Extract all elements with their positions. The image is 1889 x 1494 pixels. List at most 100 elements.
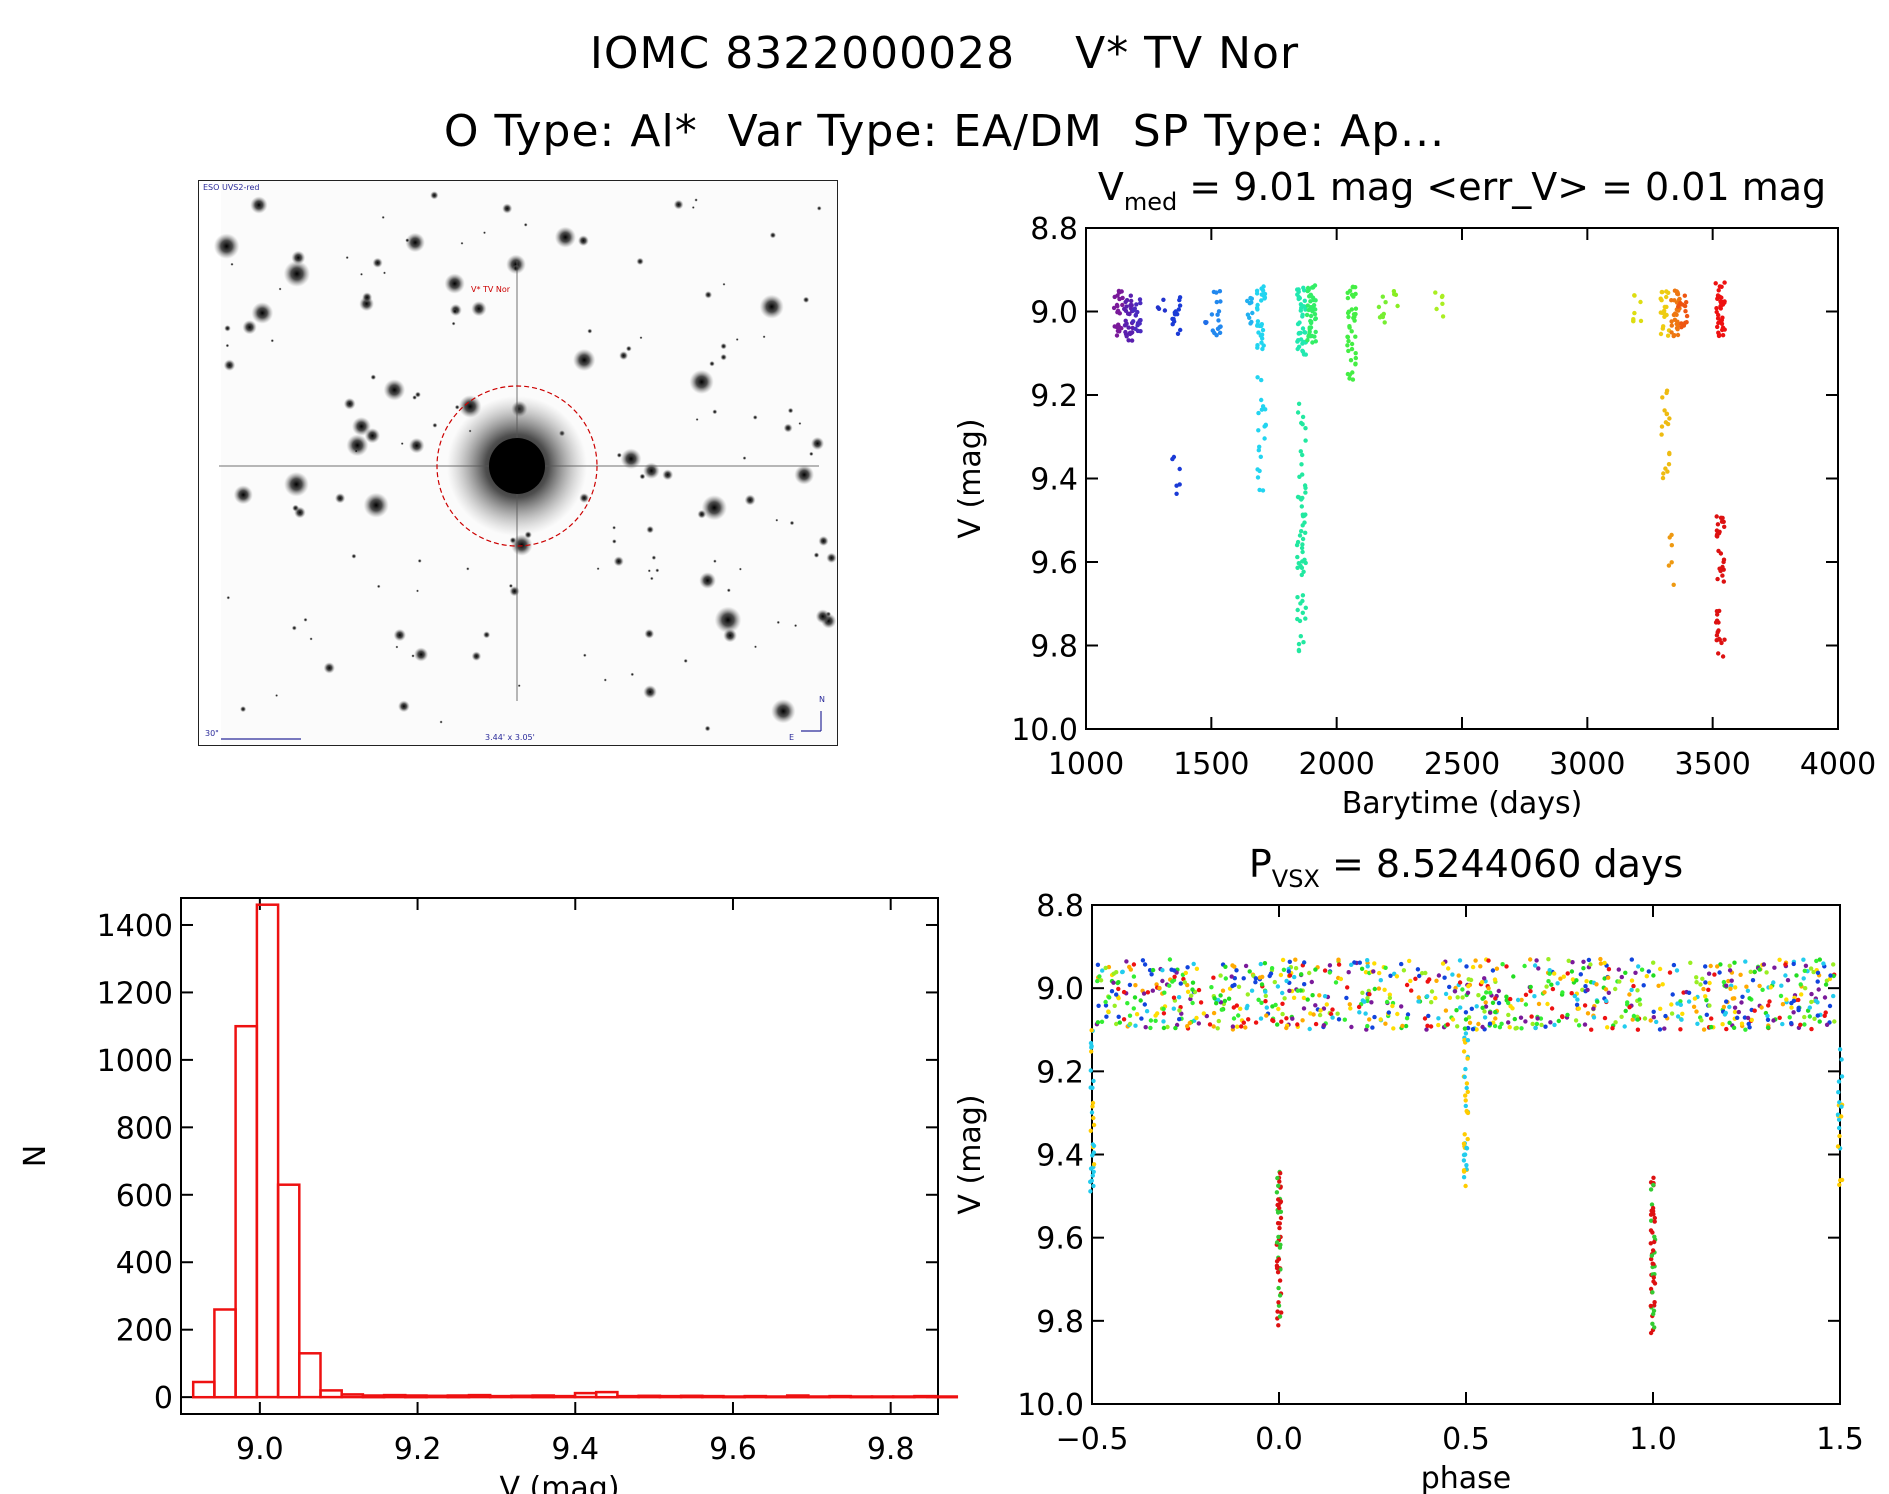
finder-star (226, 595, 231, 600)
phase-data-point (1506, 1012, 1511, 1018)
phase-data-point (1171, 995, 1177, 1000)
phase-data-point (1627, 1005, 1632, 1010)
phase-data-point (1488, 990, 1493, 995)
lc-data-point (1261, 284, 1266, 289)
phase-data-point (1483, 1000, 1488, 1005)
lc-data-point (1177, 303, 1183, 308)
lc-data-point (1303, 605, 1309, 610)
histogram-ytick-label: 1400 (97, 909, 173, 944)
phase-data-point (1125, 1001, 1130, 1006)
finder-star (554, 226, 576, 248)
lc-data-point (1255, 307, 1260, 312)
phase-data-point (1798, 982, 1803, 987)
phase-data-point (1791, 1010, 1796, 1015)
phase-data-point (1097, 974, 1102, 979)
lc-data-point (1303, 512, 1308, 517)
lc-data-point (1114, 302, 1120, 308)
phase-data-point (1637, 997, 1642, 1002)
phase-eclipse-point (1463, 1031, 1469, 1036)
phase-data-point (1095, 978, 1100, 984)
phase-eclipse-point (1274, 1240, 1280, 1245)
phase-eclipse-point (1463, 1066, 1468, 1072)
phase-data-point (1511, 974, 1516, 979)
phase-data-point (1466, 984, 1471, 989)
phase-data-point (1253, 976, 1259, 981)
lc-data-point (1347, 376, 1352, 381)
lc-data-point (1714, 633, 1720, 638)
phase-eclipse-point (1652, 1234, 1657, 1240)
light-curve-ytick-label: 8.8 (1030, 212, 1078, 247)
light-curve-xtick-label: 2500 (1424, 747, 1500, 782)
lc-data-point (1661, 471, 1666, 476)
histogram-bar (298, 1352, 322, 1399)
phase-data-point (1824, 1022, 1830, 1027)
phase-data-point (1629, 978, 1635, 983)
phase-curve-xtick-label: −0.5 (1056, 1422, 1129, 1457)
phase-data-point (1264, 1005, 1270, 1010)
lc-data-point (1353, 351, 1358, 356)
phase-data-point (1532, 963, 1538, 968)
phase-eclipse-point (1648, 1241, 1654, 1246)
phase-data-point (1226, 996, 1232, 1001)
lc-data-point (1722, 300, 1727, 305)
phase-data-point (1528, 989, 1533, 994)
phase-data-point (1436, 1022, 1441, 1028)
lc-data-point (1296, 296, 1301, 302)
finder-star (395, 645, 399, 649)
finder-star (509, 537, 517, 544)
phase-data-point (1376, 986, 1382, 991)
finder-survey-label: ESO UVS2-red (203, 183, 260, 192)
phase-data-point (1476, 1021, 1481, 1027)
lc-data-point (1638, 318, 1644, 324)
phase-data-point (1569, 969, 1575, 974)
phase-data-point (1727, 968, 1733, 973)
phase-data-point (1264, 1013, 1269, 1018)
phase-data-point (1488, 1010, 1493, 1015)
lc-data-point (1715, 293, 1721, 298)
finder-star (411, 654, 415, 658)
lc-data-point (1299, 529, 1304, 534)
lc-data-point (1664, 411, 1670, 417)
phase-data-point (1496, 988, 1502, 994)
finder-star (713, 559, 717, 563)
lc-data-point (1382, 320, 1387, 325)
phase-data-point (1352, 960, 1357, 965)
lc-data-point (1720, 326, 1726, 331)
phase-data-point (1760, 987, 1765, 992)
phase-data-point (1544, 984, 1549, 989)
phase-data-point (1536, 966, 1541, 971)
phase-data-point (1330, 1015, 1335, 1020)
phase-data-point (1230, 1024, 1236, 1029)
phase-data-point (1476, 993, 1481, 998)
phase-data-point (1141, 991, 1147, 996)
phase-eclipse-point (1276, 1323, 1281, 1328)
phase-curve-title-sub: VSX (1272, 865, 1320, 893)
finder-left-strip (199, 181, 221, 745)
phase-eclipse-point (1465, 1136, 1470, 1142)
lc-data-point (1299, 565, 1305, 570)
phase-data-point (1657, 966, 1663, 972)
lc-data-point (1632, 293, 1637, 298)
phase-data-point (1480, 1005, 1485, 1010)
lc-data-point (1299, 303, 1304, 308)
lc-data-point (1346, 338, 1351, 344)
phase-data-point (1344, 995, 1349, 1001)
phase-data-point (1234, 968, 1239, 973)
phase-data-point (1771, 980, 1776, 985)
phase-data-point (1675, 1001, 1680, 1006)
phase-data-point (1783, 973, 1788, 978)
histogram-bar (785, 1394, 810, 1399)
phase-data-point (1387, 995, 1393, 1001)
phase-data-point (1121, 1017, 1127, 1022)
phase-data-point (1407, 958, 1412, 964)
phase-data-point (1161, 1006, 1166, 1012)
lc-data-point (1301, 569, 1306, 574)
phase-data-point (1259, 1000, 1264, 1005)
phase-data-point (1138, 998, 1143, 1003)
phase-data-point (1606, 967, 1612, 972)
lc-data-point (1131, 319, 1136, 324)
phase-data-point (1313, 967, 1318, 972)
lc-data-point (1177, 297, 1182, 303)
finder-star (630, 672, 635, 677)
phase-data-point (1310, 993, 1315, 998)
